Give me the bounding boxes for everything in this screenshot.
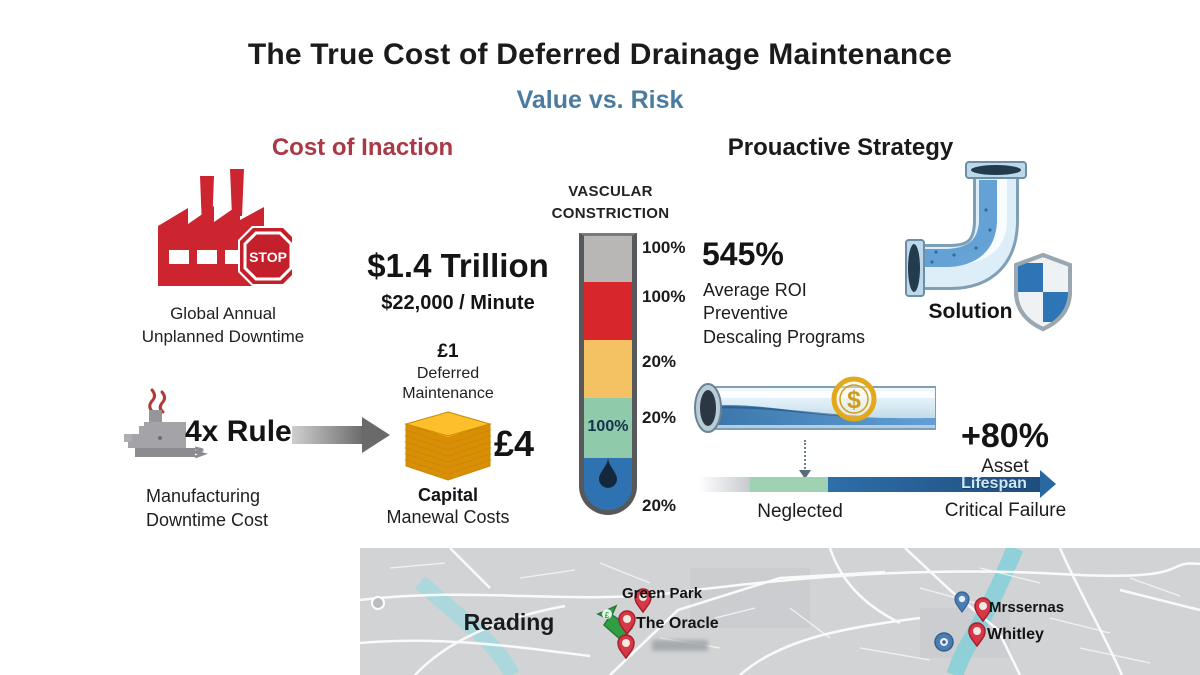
downtime-rate: $22,000 / Minute xyxy=(381,292,535,314)
map-label-mrssernas: Mrssernas xyxy=(989,599,1065,616)
map-pin-blue-2 xyxy=(934,632,954,652)
four-x-rule-value: 4x Rule xyxy=(185,415,292,448)
map-pin-blue-1 xyxy=(954,591,970,614)
gauge-label-2: 100% xyxy=(642,287,686,306)
roi-caption: Average ROI Preventive Descaling Program… xyxy=(703,280,866,347)
dotted-down-arrow-head xyxy=(799,470,811,479)
map-pin-the-oracle xyxy=(618,610,636,636)
lifespan-arrow-label: Lifespan xyxy=(961,475,1027,492)
map-minor-marker xyxy=(371,596,385,610)
lifespan-caption: Asset xyxy=(981,456,1029,477)
timeline-failure-segment xyxy=(828,477,1040,492)
pipe-elbow-icon xyxy=(898,160,1048,320)
gauge-label-5: 20% xyxy=(642,496,677,515)
tube-inner-label: 100% xyxy=(587,418,629,435)
dollar-coin-icon: $ xyxy=(831,376,877,427)
gauge-label-3: 20% xyxy=(642,352,677,371)
tube-segment-gray xyxy=(584,236,632,282)
section-header-proactive-strategy: Prouactive Strategy xyxy=(727,134,954,161)
manufacturing-plant-icon xyxy=(122,386,212,477)
stop-sign-icon: STOP xyxy=(238,226,298,286)
manufacturing-caption: Manufacturing Downtime Cost xyxy=(146,486,269,531)
map-pin-mrssernas xyxy=(974,597,992,623)
map-label-the-oracle: The Oracle xyxy=(636,615,719,632)
solution-label: Solution xyxy=(928,300,1013,323)
coin-stack-icon xyxy=(398,402,498,487)
reading-map: £ Reading Green Par xyxy=(360,548,1200,675)
test-tube-gauge xyxy=(579,233,637,515)
gauge-label-4: 20% xyxy=(642,408,677,427)
right-arrow-head xyxy=(362,417,390,453)
map-blurred-text xyxy=(652,640,708,651)
tube-segment-amber xyxy=(584,340,632,398)
dotted-down-arrow xyxy=(804,440,806,472)
gauge-label-1: 100% xyxy=(642,238,686,257)
capital-big-value: £4 xyxy=(494,423,535,464)
downtime-value: $1.4 Trillion xyxy=(367,247,549,284)
right-arrow-icon xyxy=(292,426,364,444)
coin-dollar-glyph: $ xyxy=(847,386,861,414)
timeline-neglected-segment xyxy=(750,477,828,492)
timeline-start-label: Neglected xyxy=(757,501,843,522)
roi-value: 545% xyxy=(702,236,784,272)
tube-segment-teal xyxy=(584,398,632,458)
timeline-end-label: Critical Failure xyxy=(944,500,1067,521)
tube-segment-red xyxy=(584,282,632,340)
map-city-label: Reading xyxy=(463,609,555,635)
timeline-arrow-head xyxy=(1040,470,1056,498)
map-pin-whitley xyxy=(968,622,986,648)
horizontal-pipe-icon xyxy=(694,382,937,441)
map-pin-green-park xyxy=(634,588,652,614)
gauge-title: VASCULAR CONSTRICTION xyxy=(551,183,670,222)
lifespan-value: +80% xyxy=(961,417,1049,455)
svg-text:£: £ xyxy=(605,611,610,620)
capital-caption-line2: Manewal Costs xyxy=(386,507,510,527)
section-header-cost-of-inaction: Cost of Inaction xyxy=(271,134,454,161)
downtime-caption: Global Annual Unplanned Downtime xyxy=(141,304,305,346)
map-pin-south xyxy=(617,634,635,660)
map-label-green-park: Green Park xyxy=(622,585,703,602)
lifespan-timeline-bar xyxy=(698,477,1040,492)
page-title: The True Cost of Deferred Drainage Maint… xyxy=(247,38,953,71)
shield-icon xyxy=(1008,250,1078,339)
page-subtitle: Value vs. Risk xyxy=(516,86,684,114)
svg-text:STOP: STOP xyxy=(249,249,287,265)
capital-caption-line1: Capital xyxy=(417,485,478,505)
oil-drop-icon xyxy=(596,455,620,494)
map-label-whitley: Whitley xyxy=(987,626,1044,643)
factory-stop-icon: STOP xyxy=(150,166,298,299)
deferred-small-value: £1 xyxy=(437,341,459,362)
map-graphics: £ xyxy=(360,548,1200,675)
deferred-small-caption: Deferred Maintenance xyxy=(402,365,494,402)
timeline-fade-segment xyxy=(698,477,750,492)
